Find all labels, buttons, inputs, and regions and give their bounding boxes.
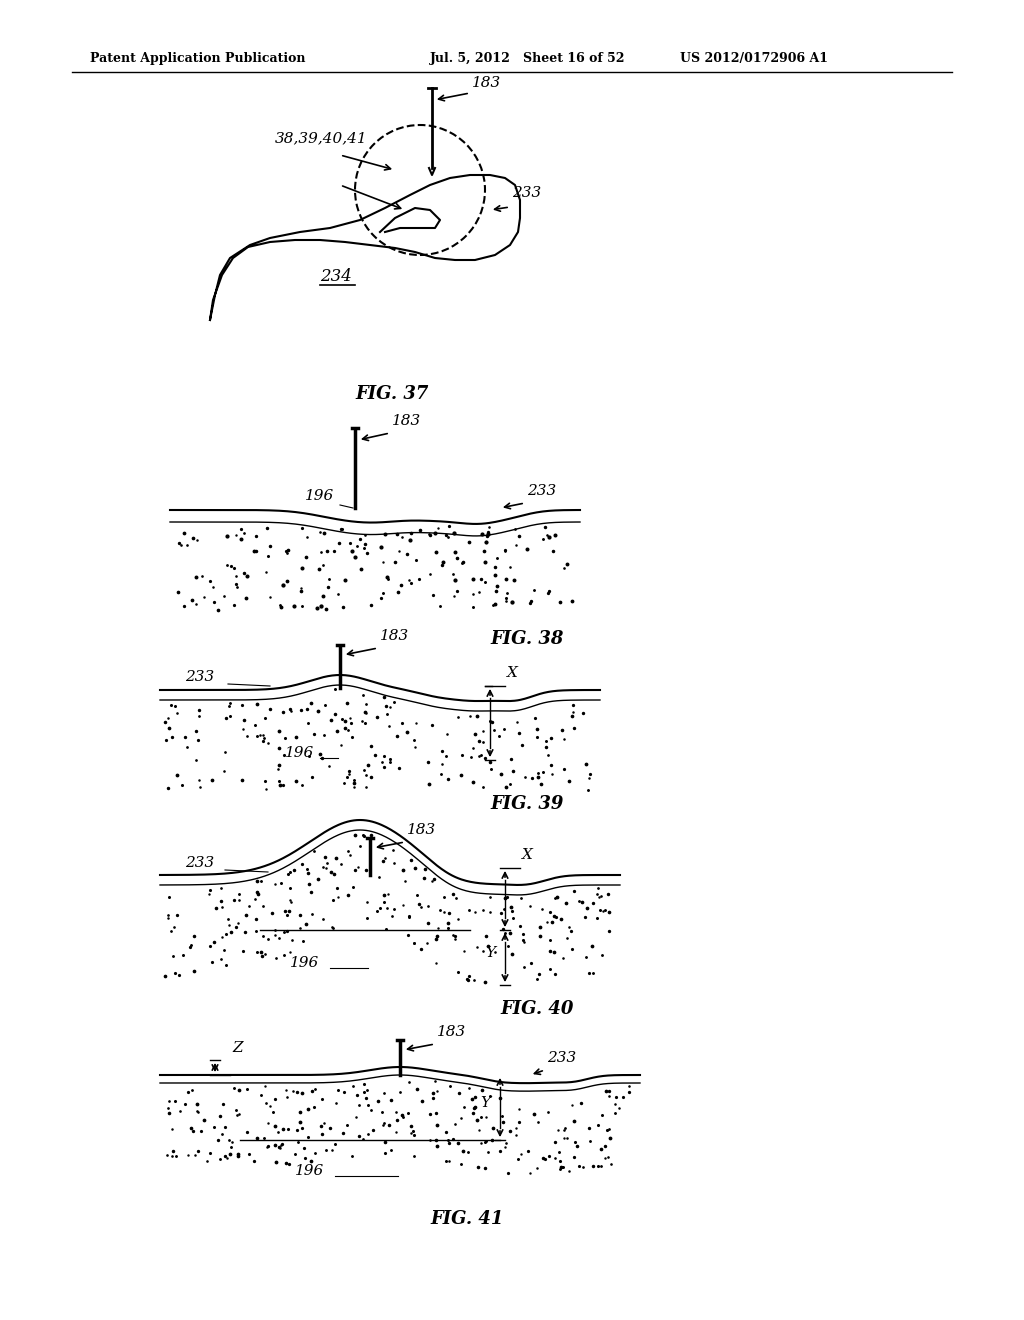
- Text: 233: 233: [527, 484, 556, 498]
- Text: X: X: [507, 667, 518, 680]
- Text: 183: 183: [407, 822, 436, 837]
- Text: FIG. 37: FIG. 37: [355, 385, 428, 403]
- Text: 196: 196: [285, 746, 314, 760]
- Text: Z: Z: [232, 1041, 243, 1055]
- Text: 183: 183: [392, 414, 421, 428]
- Text: Jul. 5, 2012   Sheet 16 of 52: Jul. 5, 2012 Sheet 16 of 52: [430, 51, 626, 65]
- Text: 233: 233: [185, 671, 214, 684]
- Text: 233: 233: [547, 1051, 577, 1065]
- Text: FIG. 40: FIG. 40: [500, 1001, 573, 1018]
- Text: 233: 233: [512, 186, 542, 201]
- Text: 183: 183: [380, 630, 410, 643]
- Text: FIG. 41: FIG. 41: [430, 1210, 504, 1228]
- Text: FIG. 38: FIG. 38: [490, 630, 563, 648]
- Text: Y: Y: [480, 1096, 490, 1110]
- Text: 38,39,40,41: 38,39,40,41: [275, 131, 368, 145]
- Text: X: X: [522, 847, 532, 862]
- Text: Y: Y: [485, 946, 495, 960]
- Text: 233: 233: [185, 855, 214, 870]
- Text: 183: 183: [437, 1026, 466, 1039]
- Text: 196: 196: [295, 1164, 325, 1177]
- Text: FIG. 39: FIG. 39: [490, 795, 563, 813]
- Text: 183: 183: [472, 77, 502, 90]
- Text: 196: 196: [290, 956, 319, 970]
- Text: 234: 234: [319, 268, 352, 285]
- Text: 196: 196: [305, 488, 334, 503]
- Text: Patent Application Publication: Patent Application Publication: [90, 51, 305, 65]
- Text: US 2012/0172906 A1: US 2012/0172906 A1: [680, 51, 828, 65]
